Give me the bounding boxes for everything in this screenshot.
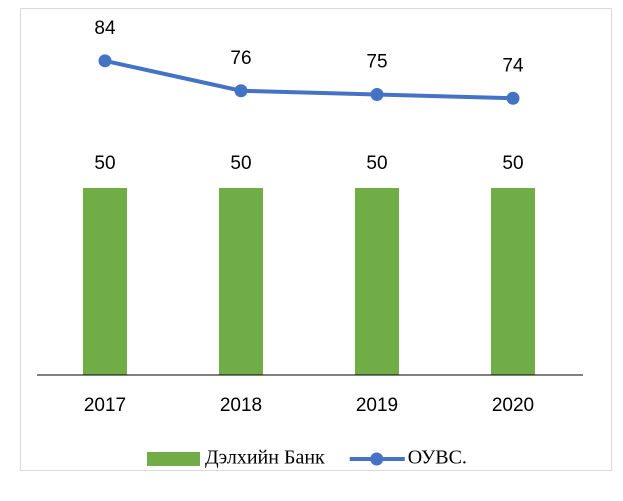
- x-tick-label: 2017: [84, 395, 126, 416]
- data-label: 76: [230, 48, 251, 69]
- legend-swatch: [370, 452, 384, 466]
- legend-label: ОУВС.: [408, 447, 467, 469]
- line-marker: [234, 84, 248, 98]
- x-tick-label: 2018: [220, 395, 262, 416]
- data-label: 75: [366, 52, 387, 73]
- data-label: 50: [94, 153, 115, 174]
- bar: [355, 188, 399, 375]
- data-label: 74: [502, 55, 524, 76]
- data-label: 50: [502, 153, 523, 174]
- line-marker: [98, 54, 112, 68]
- x-tick-label: 2020: [492, 395, 534, 416]
- line: [104, 58, 514, 101]
- bar: [83, 188, 127, 375]
- line-marker: [506, 91, 520, 105]
- bar: [219, 188, 263, 375]
- data-label: 50: [366, 153, 387, 174]
- data-label: 50: [230, 153, 251, 174]
- x-tick-label: 2019: [356, 395, 398, 416]
- data-label: 84: [94, 18, 116, 39]
- legend-label: Дэлхийн Банк: [205, 447, 325, 469]
- legend-swatch: [147, 452, 200, 466]
- bar: [491, 188, 535, 375]
- line-marker: [370, 88, 384, 101]
